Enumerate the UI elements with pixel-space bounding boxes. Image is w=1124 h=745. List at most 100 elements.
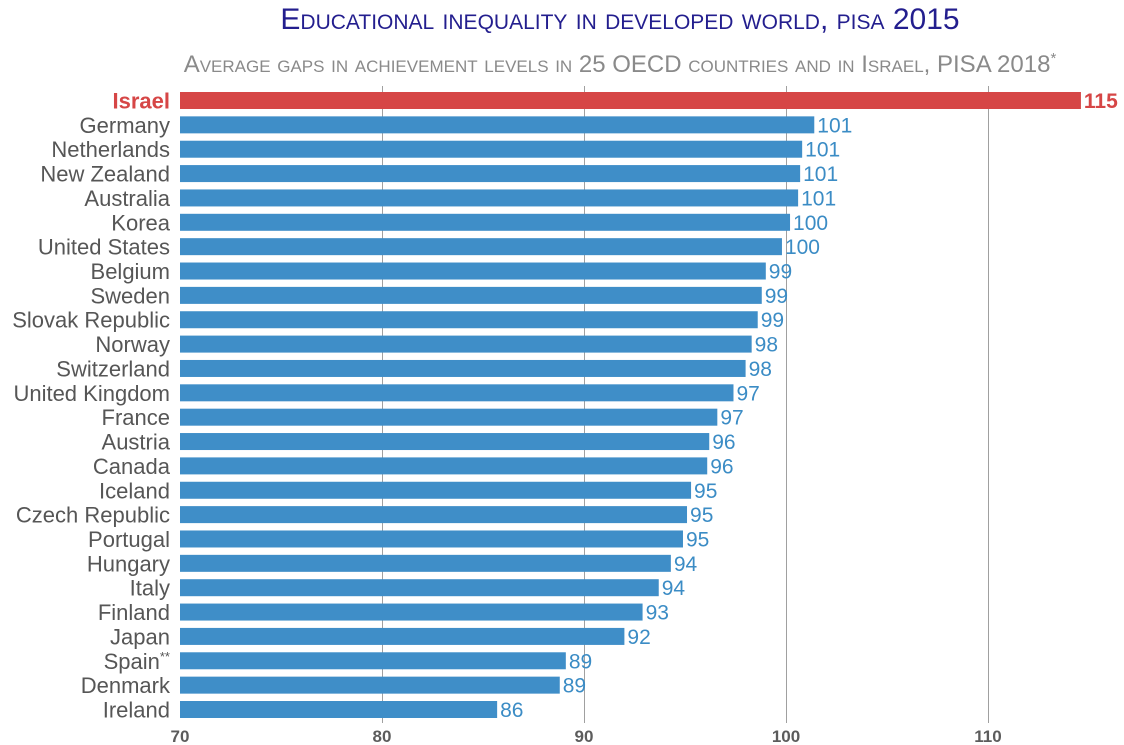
- bar-austria: [180, 433, 710, 451]
- category-label-korea: Korea: [111, 210, 170, 235]
- category-name: Canada: [93, 454, 171, 479]
- value-label-united-kingdom: 97: [736, 382, 759, 405]
- category-label-switzerland: Switzerland: [56, 356, 170, 381]
- bar-norway: [180, 335, 752, 353]
- chart-title: Educational inequality in developed worl…: [280, 3, 960, 36]
- bar-israel: [180, 92, 1081, 109]
- category-label-norway: Norway: [95, 332, 170, 357]
- category-label-japan: Japan: [110, 624, 170, 649]
- category-label-spain: Spain**: [104, 649, 170, 674]
- category-label-italy: Italy: [130, 576, 170, 601]
- value-label-japan: 92: [627, 626, 650, 649]
- category-name: Iceland: [99, 478, 170, 503]
- subtitle-footnote-mark: *: [1050, 50, 1057, 67]
- category-name: Austria: [102, 430, 171, 455]
- category-label-germany: Germany: [80, 113, 170, 138]
- value-label-slovak-republic: 99: [761, 309, 784, 332]
- bar-italy: [180, 579, 659, 597]
- value-label-united-states: 100: [785, 236, 820, 259]
- category-name: Japan: [110, 624, 170, 649]
- category-name: Germany: [80, 113, 170, 138]
- bar-canada: [180, 457, 708, 475]
- bar-germany: [180, 116, 815, 134]
- bar-netherlands: [180, 140, 803, 158]
- bar-iceland: [180, 481, 692, 499]
- value-label-ireland: 86: [500, 699, 523, 722]
- bar-united-kingdom: [180, 384, 734, 402]
- category-label-netherlands: Netherlands: [51, 137, 170, 162]
- bar-slovak-republic: [180, 311, 758, 329]
- value-label-austria: 96: [712, 431, 735, 454]
- category-label-portugal: Portugal: [88, 527, 170, 552]
- bar-denmark: [180, 676, 560, 694]
- bar-belgium: [180, 262, 766, 280]
- category-name: Denmark: [81, 673, 171, 698]
- x-tick-label: 100: [772, 727, 800, 745]
- category-name: Switzerland: [56, 356, 170, 381]
- value-label-norway: 98: [755, 334, 778, 357]
- category-name: Italy: [130, 576, 170, 601]
- category-label-denmark: Denmark: [81, 673, 171, 698]
- category-label-france: France: [102, 405, 170, 430]
- value-label-spain: 89: [569, 650, 592, 673]
- category-name: Hungary: [87, 551, 170, 576]
- value-label-czech-republic: 95: [690, 504, 713, 527]
- bar-czech-republic: [180, 506, 688, 524]
- bar-france: [180, 408, 718, 426]
- category-name: France: [102, 405, 170, 430]
- value-label-italy: 94: [662, 577, 686, 600]
- bar-korea: [180, 213, 791, 231]
- x-tick-label: 70: [171, 727, 190, 745]
- category-label-new-zealand: New Zealand: [40, 162, 170, 187]
- category-name: Ireland: [103, 698, 170, 723]
- value-label-netherlands: 101: [805, 139, 840, 162]
- value-label-iceland: 95: [694, 480, 717, 503]
- category-label-slovak-republic: Slovak Republic: [12, 308, 170, 333]
- x-tick-label: 110: [974, 727, 1001, 745]
- bars: [180, 92, 1081, 718]
- value-label-germany: 101: [817, 114, 852, 137]
- value-label-canada: 96: [710, 455, 733, 478]
- x-tick-label: 80: [373, 727, 392, 745]
- category-name: Korea: [111, 210, 170, 235]
- subtitle-text: Average gaps in achievement levels in 25…: [183, 51, 1051, 78]
- value-label-hungary: 94: [674, 553, 698, 576]
- value-label-new-zealand: 101: [803, 163, 838, 186]
- category-label-belgium: Belgium: [91, 259, 170, 284]
- value-label-finland: 93: [646, 602, 669, 625]
- bar-united-states: [180, 238, 782, 256]
- footnote-mark: **: [160, 649, 170, 664]
- category-label-austria: Austria: [102, 430, 171, 455]
- category-name: Norway: [95, 332, 170, 357]
- bar-spain: [180, 652, 566, 670]
- value-labels: 1151011011011011001009999999898979796969…: [500, 90, 1118, 722]
- value-label-portugal: 95: [686, 528, 709, 551]
- category-name: United Kingdom: [13, 381, 170, 406]
- category-name: Czech Republic: [16, 503, 170, 528]
- value-label-france: 97: [720, 407, 743, 430]
- category-label-hungary: Hungary: [87, 551, 170, 576]
- category-label-israel: Israel: [113, 89, 171, 114]
- category-name: Finland: [98, 600, 170, 625]
- bar-hungary: [180, 554, 671, 572]
- bar-australia: [180, 189, 799, 207]
- category-name: United States: [38, 235, 170, 260]
- value-label-australia: 101: [801, 187, 836, 210]
- value-label-switzerland: 98: [749, 358, 772, 381]
- value-label-israel: 115: [1084, 90, 1118, 113]
- bar-switzerland: [180, 359, 746, 377]
- bar-japan: [180, 627, 625, 645]
- category-label-united-states: United States: [38, 235, 170, 260]
- category-label-united-kingdom: United Kingdom: [13, 381, 170, 406]
- category-name: Spain: [104, 649, 160, 674]
- category-label-sweden: Sweden: [90, 283, 170, 308]
- chart-subtitle: Average gaps in achievement levels in 25…: [120, 50, 1120, 83]
- bar-sweden: [180, 286, 762, 304]
- category-name: Sweden: [90, 283, 170, 308]
- category-name: Portugal: [88, 527, 170, 552]
- category-name: Israel: [113, 89, 171, 114]
- bar-finland: [180, 603, 643, 621]
